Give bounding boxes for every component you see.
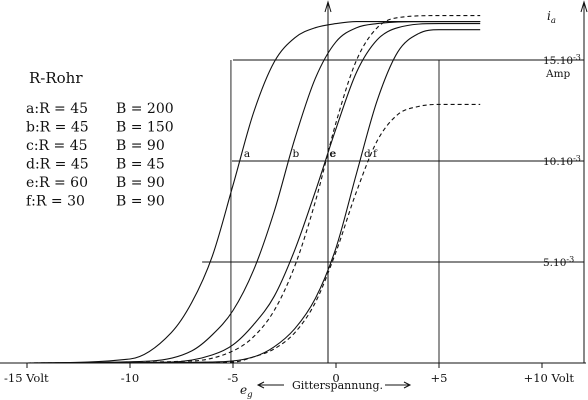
x-label-arrowhead-right [403, 381, 412, 389]
legend-entry-f-b: B = 90 [116, 194, 165, 210]
y-axis-label-sub: a [551, 16, 556, 26]
x-tick-label-5: +10 Volt [524, 371, 575, 385]
series-line-c [26, 23, 481, 364]
x-tick-label-2: -5 [227, 371, 238, 385]
y-tick-label-0: 5.10-3 [543, 255, 574, 269]
labels: -15 Volt -10 -5 0 +5 +10 Volt 5.10-3 10.10-3 15.… [4, 9, 581, 400]
legend-entry-e-b: B = 90 [116, 175, 165, 191]
right-axis-arrow [580, 0, 588, 13]
series-line-a [26, 21, 481, 364]
series-label-d: d [364, 148, 371, 160]
series-line-f [26, 103, 481, 364]
curves [26, 15, 481, 364]
legend-entry-a-b: B = 200 [116, 101, 174, 117]
y-tick-label-1: 10.10-3 [543, 154, 581, 168]
y-tick-exponent-1: -3 [573, 154, 581, 163]
y-axis-arrow [324, 0, 332, 13]
x-label-arrowhead-left [256, 381, 265, 389]
x-tick-label-1: -10 [121, 371, 140, 385]
x-axis-symbol-sub: g [247, 390, 253, 400]
series-label-b: b [293, 148, 300, 160]
legend-entry-c-b: B = 90 [116, 138, 165, 154]
series-line-b [26, 21, 481, 364]
y-unit-label: Amp [545, 68, 571, 80]
legend-entry-d: d:R = 45 [26, 157, 89, 173]
series-line-e [26, 15, 481, 364]
y-tick-exponent-2: -3 [573, 53, 581, 62]
series-label-e: e [330, 148, 336, 160]
legend-entry-d-b: B = 45 [116, 157, 165, 173]
legend-entry-e: e:R = 60 [26, 175, 88, 191]
series-label-a: a [244, 148, 250, 160]
chart-title: R-Rohr [29, 69, 83, 87]
series-label-f: f [373, 148, 378, 160]
y-tick-exponent-0: -3 [566, 255, 574, 264]
x-axis-symbol: eg [240, 383, 253, 400]
legend-entry-b-b: B = 150 [116, 120, 174, 136]
legend-entry-c: c:R = 45 [26, 138, 88, 154]
legend-entry-a: a:R = 45 [26, 101, 88, 117]
legend-entry-b: b:R = 45 [26, 120, 89, 136]
series-label-c: c [329, 148, 335, 160]
axes [0, 0, 588, 389]
series-line-d [26, 29, 481, 364]
x-tick-label-4: +5 [431, 371, 448, 385]
x-tick-label-3: 0 [332, 371, 339, 385]
legend-entry-f: f:R = 30 [26, 194, 85, 210]
grid [202, 59, 584, 363]
y-tick-label-2: 15.10-3 [543, 53, 581, 67]
x-tick-label-0: -15 Volt [4, 371, 49, 385]
x-axis-label: Gitterspannung. [292, 379, 383, 392]
y-axis-label: ia [547, 9, 556, 26]
